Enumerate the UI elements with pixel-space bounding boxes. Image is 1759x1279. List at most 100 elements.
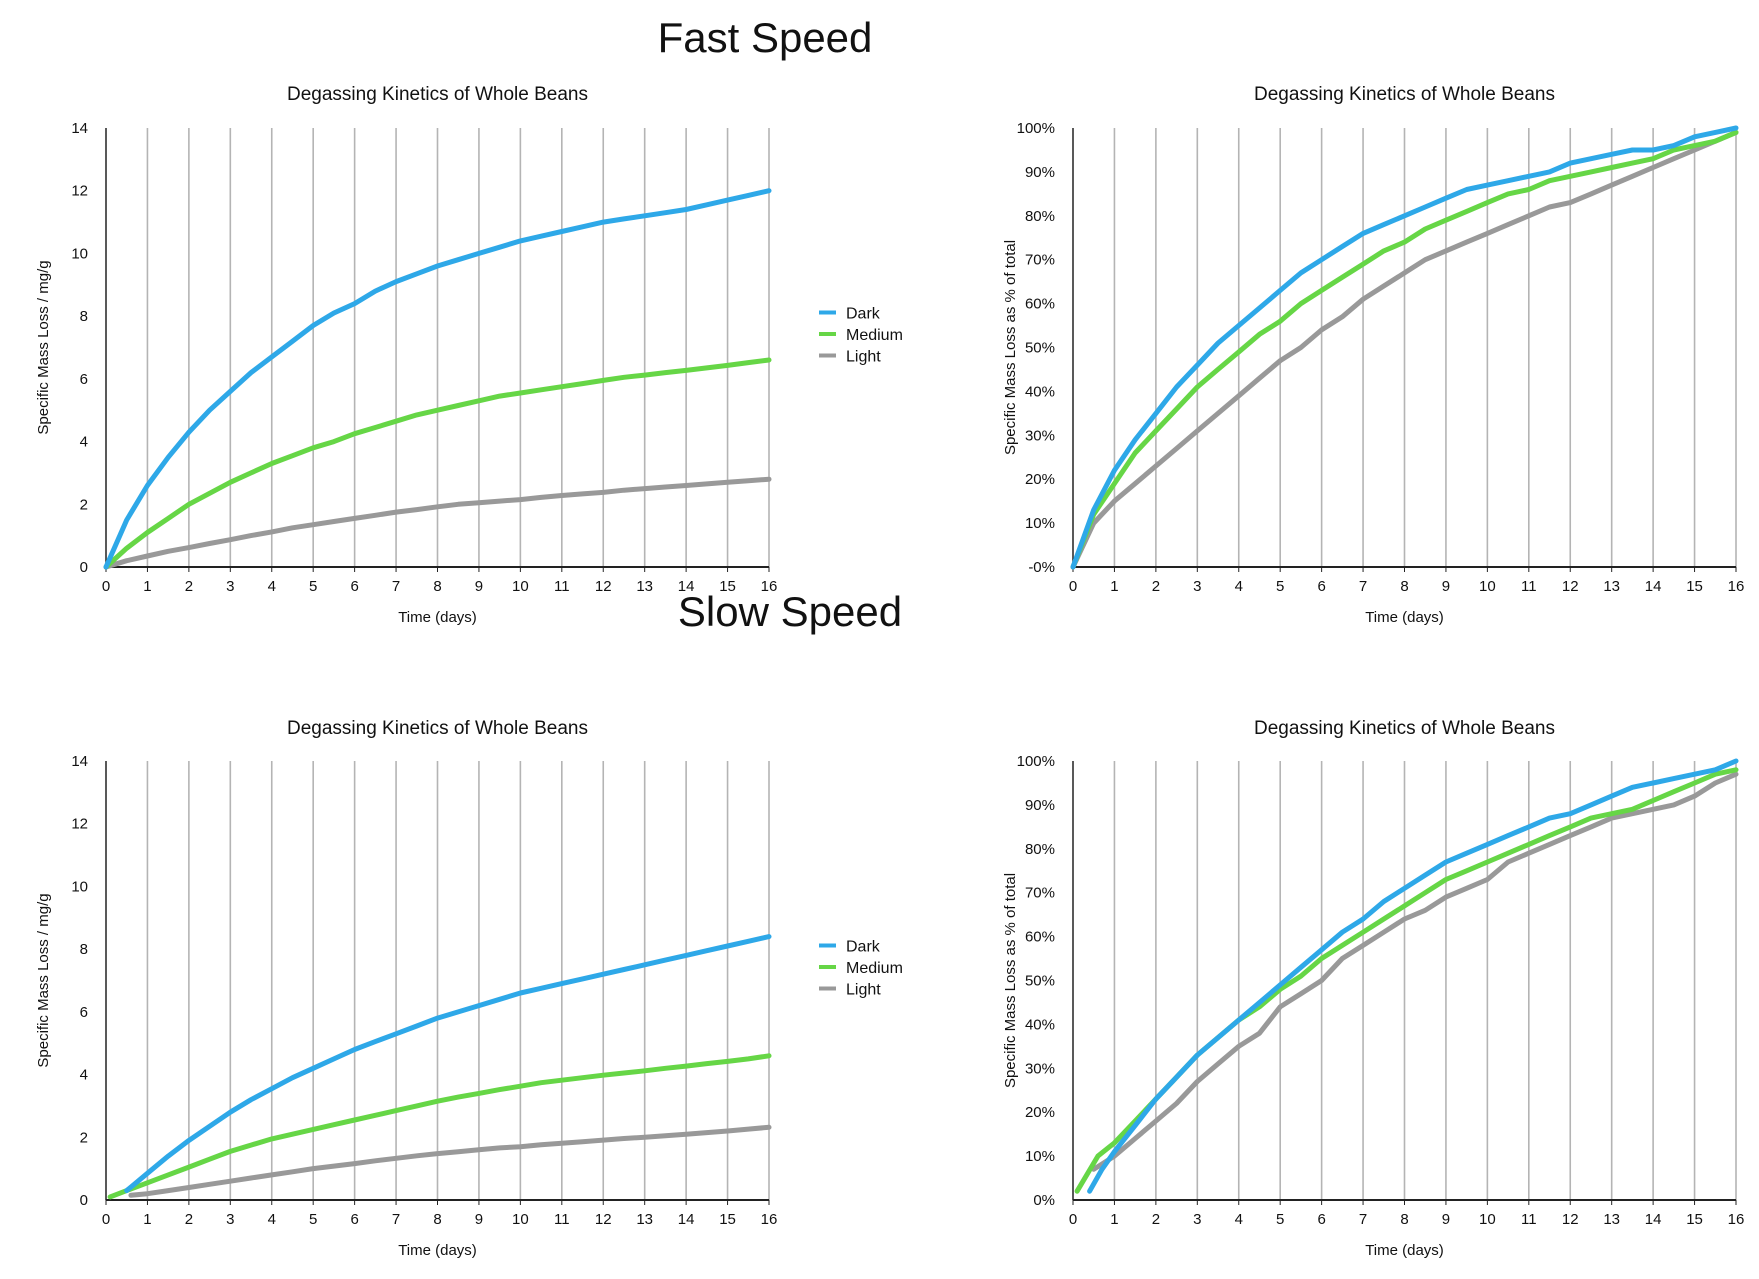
- x-tick-label: 7: [1359, 578, 1367, 595]
- section-title-fast: Fast Speed: [657, 14, 873, 61]
- series-line-light: [1091, 771, 1739, 1172]
- x-tick-label: 10: [512, 1211, 529, 1228]
- y-tick-label: 50%: [1025, 973, 1055, 990]
- x-tick-label: 0: [1069, 578, 1077, 595]
- x-tick-label: 10: [1479, 578, 1496, 595]
- chart-title: Degassing Kinetics of Whole Beans: [287, 84, 588, 105]
- y-tick-label: 70%: [1025, 885, 1055, 902]
- x-tick-label: 8: [433, 1211, 441, 1228]
- legend-label-light: Light: [846, 349, 881, 366]
- x-tick-label: 12: [595, 1211, 612, 1228]
- x-tick-label: 11: [1521, 578, 1537, 595]
- series-line-dark: [1087, 758, 1739, 1194]
- y-tick-label: 80%: [1025, 208, 1055, 225]
- x-tick-label: 0: [102, 1211, 110, 1228]
- x-tick-label: 16: [1728, 1211, 1745, 1228]
- y-tick-label: -0%: [1028, 559, 1055, 576]
- x-tick-label: 1: [143, 1211, 151, 1228]
- series-line-dark: [124, 934, 772, 1194]
- x-tick-label: 12: [595, 578, 612, 595]
- x-axis-label: Time (days): [398, 609, 477, 626]
- legend-label-light: Light: [846, 982, 881, 999]
- x-axis-label: Time (days): [398, 1242, 477, 1259]
- y-axis-label: Specific Mass Loss as % of total: [1002, 240, 1019, 455]
- y-tick-label: 60%: [1025, 296, 1055, 313]
- x-tick-label: 11: [554, 578, 570, 595]
- x-tick-label: 14: [1645, 1211, 1662, 1228]
- x-tick-label: 15: [719, 1211, 736, 1228]
- y-tick-label: 100%: [1017, 120, 1055, 137]
- x-tick-label: 1: [143, 578, 151, 595]
- series-line-light: [1070, 129, 1739, 570]
- x-tick-label: 11: [554, 1211, 570, 1228]
- x-tick-label: 16: [1728, 578, 1745, 595]
- y-tick-label: 6: [80, 1004, 88, 1021]
- x-tick-label: 14: [1645, 578, 1662, 595]
- y-axis-label: Specific Mass Loss as % of total: [1002, 873, 1019, 1088]
- y-tick-label: 80%: [1025, 841, 1055, 858]
- legend-label-medium: Medium: [846, 960, 903, 977]
- y-tick-label: 70%: [1025, 252, 1055, 269]
- y-tick-label: 14: [71, 120, 88, 137]
- x-tick-label: 15: [1686, 1211, 1703, 1228]
- x-tick-label: 15: [719, 578, 736, 595]
- y-tick-label: 12: [71, 816, 88, 833]
- series-line-light: [128, 1124, 772, 1198]
- x-tick-label: 3: [1193, 578, 1201, 595]
- y-axis-label: Specific Mass Loss / mg/g: [35, 260, 52, 434]
- x-tick-label: 5: [1276, 1211, 1284, 1228]
- x-tick-label: 10: [1479, 1211, 1496, 1228]
- series-line-light: [103, 476, 772, 570]
- x-tick-label: 7: [392, 1211, 400, 1228]
- x-tick-label: 7: [1359, 1211, 1367, 1228]
- x-tick-label: 6: [1317, 578, 1325, 595]
- x-tick-label: 2: [1152, 1211, 1160, 1228]
- x-tick-label: 13: [636, 578, 653, 595]
- x-tick-label: 1: [1110, 1211, 1118, 1228]
- x-tick-label: 10: [512, 578, 529, 595]
- y-tick-label: 40%: [1025, 383, 1055, 400]
- y-tick-label: 10%: [1025, 515, 1055, 532]
- legend-label-dark: Dark: [846, 939, 881, 956]
- chart-title: Degassing Kinetics of Whole Beans: [1254, 718, 1555, 739]
- x-tick-label: 3: [226, 578, 234, 595]
- x-tick-label: 8: [1400, 1211, 1408, 1228]
- y-tick-label: 4: [80, 1067, 88, 1084]
- x-tick-label: 16: [761, 578, 778, 595]
- y-tick-label: 0: [80, 1192, 88, 1209]
- x-tick-label: 2: [185, 1211, 193, 1228]
- y-tick-label: 20%: [1025, 471, 1055, 488]
- x-tick-label: 11: [1521, 1211, 1537, 1228]
- y-tick-label: 10%: [1025, 1148, 1055, 1165]
- x-tick-label: 4: [268, 1211, 276, 1228]
- x-tick-label: 7: [392, 578, 400, 595]
- x-tick-label: 14: [678, 1211, 695, 1228]
- x-tick-label: 2: [185, 578, 193, 595]
- y-tick-label: 8: [80, 308, 88, 325]
- x-tick-label: 0: [102, 578, 110, 595]
- y-tick-label: 2: [80, 1129, 88, 1146]
- x-tick-label: 12: [1562, 578, 1579, 595]
- x-tick-label: 6: [350, 578, 358, 595]
- x-tick-label: 0: [1069, 1211, 1077, 1228]
- y-axis-label: Specific Mass Loss / mg/g: [35, 893, 52, 1067]
- y-tick-label: 12: [71, 183, 88, 200]
- y-tick-label: 14: [71, 753, 88, 770]
- x-tick-label: 4: [268, 578, 276, 595]
- x-tick-label: 1: [1110, 578, 1118, 595]
- y-tick-label: 8: [80, 941, 88, 958]
- y-tick-label: 90%: [1025, 797, 1055, 814]
- x-tick-label: 8: [433, 578, 441, 595]
- y-tick-label: 10: [71, 878, 88, 895]
- series-line-dark: [103, 188, 772, 570]
- series-line-medium: [1074, 767, 1739, 1194]
- legend-label-medium: Medium: [846, 327, 903, 344]
- x-tick-label: 4: [1235, 578, 1243, 595]
- x-tick-label: 6: [1317, 1211, 1325, 1228]
- x-tick-label: 16: [761, 1211, 778, 1228]
- chart-title: Degassing Kinetics of Whole Beans: [287, 718, 588, 739]
- x-tick-label: 3: [226, 1211, 234, 1228]
- series-line-medium: [103, 357, 772, 570]
- y-tick-label: 60%: [1025, 929, 1055, 946]
- x-tick-label: 9: [475, 578, 483, 595]
